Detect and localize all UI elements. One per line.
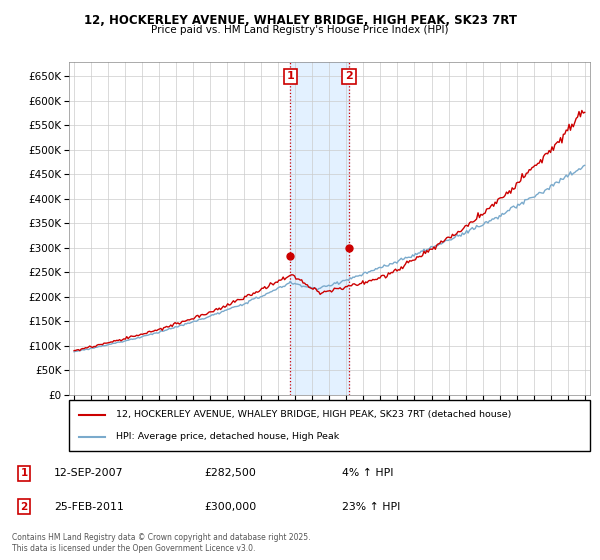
Text: 2: 2	[20, 502, 28, 512]
FancyBboxPatch shape	[69, 400, 590, 451]
Text: 4% ↑ HPI: 4% ↑ HPI	[342, 468, 394, 478]
Text: Contains HM Land Registry data © Crown copyright and database right 2025.
This d: Contains HM Land Registry data © Crown c…	[12, 533, 311, 553]
Text: 12, HOCKERLEY AVENUE, WHALEY BRIDGE, HIGH PEAK, SK23 7RT (detached house): 12, HOCKERLEY AVENUE, WHALEY BRIDGE, HIG…	[116, 410, 511, 419]
Bar	[290, 62, 349, 395]
Text: 1: 1	[286, 71, 294, 81]
Text: HPI: Average price, detached house, High Peak: HPI: Average price, detached house, High…	[116, 432, 339, 441]
Text: 2: 2	[345, 71, 353, 81]
Text: 12-SEP-2007: 12-SEP-2007	[54, 468, 124, 478]
Text: £282,500: £282,500	[204, 468, 256, 478]
Text: 25-FEB-2011: 25-FEB-2011	[54, 502, 124, 512]
Text: 1: 1	[20, 468, 28, 478]
Text: Price paid vs. HM Land Registry's House Price Index (HPI): Price paid vs. HM Land Registry's House …	[151, 25, 449, 35]
Text: £300,000: £300,000	[204, 502, 256, 512]
Text: 23% ↑ HPI: 23% ↑ HPI	[342, 502, 400, 512]
Text: 12, HOCKERLEY AVENUE, WHALEY BRIDGE, HIGH PEAK, SK23 7RT: 12, HOCKERLEY AVENUE, WHALEY BRIDGE, HIG…	[83, 14, 517, 27]
